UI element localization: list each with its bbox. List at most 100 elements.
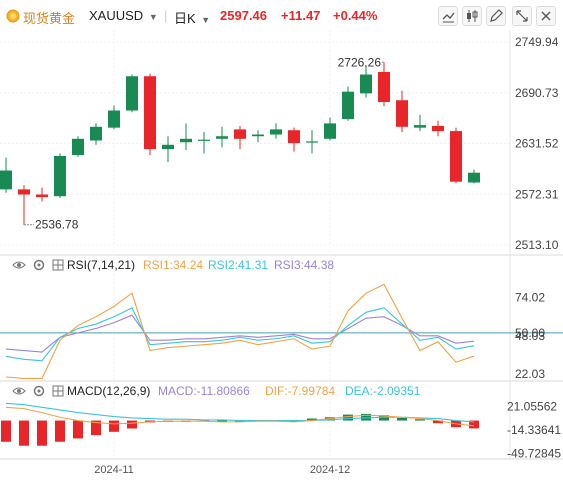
candle-body bbox=[162, 144, 174, 150]
macd-histogram-bar bbox=[217, 420, 227, 422]
high-annotation: 2726.26 bbox=[338, 55, 382, 69]
macd-histogram-bar bbox=[343, 414, 353, 421]
candle-body bbox=[414, 125, 426, 128]
price-change-percent: +0.44% bbox=[333, 8, 378, 23]
macd-histogram-bar bbox=[109, 420, 119, 432]
macd-histogram-bar bbox=[433, 420, 443, 424]
candle-body bbox=[144, 76, 156, 150]
macd-histogram-bar bbox=[397, 417, 407, 421]
rsi-tick-label: 48.03 bbox=[515, 329, 545, 343]
price-tick-label: 2690.73 bbox=[515, 86, 559, 100]
eye-icon[interactable] bbox=[12, 385, 26, 400]
time-tick-label: 2024-11 bbox=[94, 464, 134, 476]
edit-button[interactable] bbox=[486, 6, 506, 26]
dif-value: DIF:-7.99784 bbox=[265, 384, 336, 398]
candle-body bbox=[216, 136, 228, 139]
candle-body bbox=[432, 125, 444, 132]
macd-histogram-bar bbox=[73, 420, 83, 439]
candle-body bbox=[54, 155, 66, 197]
rsi3-value: RSI3:44.38 bbox=[274, 258, 335, 272]
macd-histogram-bar bbox=[289, 420, 299, 422]
candle-body bbox=[378, 71, 390, 102]
price-change: +11.47 bbox=[281, 8, 321, 23]
candle-body bbox=[72, 138, 84, 156]
macd-histogram-bar bbox=[469, 420, 479, 429]
draw-line-button[interactable] bbox=[438, 6, 458, 26]
macd-tick-label: -14.33641 bbox=[507, 423, 561, 437]
price-tick-label: 2572.31 bbox=[515, 187, 559, 201]
macd-histogram-bar bbox=[379, 415, 389, 421]
settings-icon[interactable] bbox=[33, 385, 45, 400]
pencil-icon bbox=[490, 9, 503, 22]
rsi1-line bbox=[5, 283, 475, 380]
divider: | bbox=[164, 8, 168, 23]
rsi-tick-label: 22.03 bbox=[515, 367, 545, 381]
candle-body bbox=[0, 170, 12, 190]
candle-body bbox=[306, 141, 318, 143]
gold-coin-icon bbox=[6, 9, 20, 26]
macd-histogram-bar bbox=[91, 420, 101, 436]
chevron-down-icon: ▼ bbox=[148, 12, 158, 22]
rsi-tick-label: 74.02 bbox=[515, 291, 545, 305]
macd-histogram-bar bbox=[127, 420, 137, 429]
candle-body bbox=[198, 139, 210, 141]
settings-icon[interactable] bbox=[33, 259, 45, 274]
candle-body bbox=[36, 194, 48, 198]
candle-body bbox=[108, 110, 120, 128]
rsi2-line bbox=[5, 307, 475, 362]
macd-histogram-bar bbox=[1, 420, 11, 442]
indicator-toggle-icon[interactable] bbox=[52, 259, 64, 274]
rsi3-line bbox=[5, 314, 475, 353]
macd-tick-label: -49.72845 bbox=[507, 446, 561, 460]
candle-body bbox=[450, 131, 462, 182]
close-button[interactable] bbox=[536, 6, 556, 26]
fullscreen-button[interactable] bbox=[512, 6, 532, 26]
rsi-title: RSI(7,14,21) bbox=[67, 258, 136, 272]
symbol-selector[interactable]: XAUUSD ▼ bbox=[89, 8, 158, 23]
indicator-toggle-icon[interactable] bbox=[52, 385, 64, 400]
price-tick-label: 2513.10 bbox=[515, 238, 559, 252]
candle-body bbox=[288, 130, 300, 144]
symbol-label: XAUUSD bbox=[89, 8, 144, 23]
candle-body bbox=[342, 91, 354, 120]
price-tick-label: 2749.94 bbox=[515, 35, 559, 49]
close-icon bbox=[541, 11, 551, 21]
indicator-button[interactable] bbox=[462, 6, 482, 26]
candle-body bbox=[234, 129, 246, 139]
macd-value: MACD:-11.80866 bbox=[158, 384, 250, 398]
rsi1-value: RSI1:34.24 bbox=[143, 258, 204, 272]
period-label: 日K bbox=[174, 11, 196, 26]
instrument-name: 现货黄金 bbox=[23, 11, 76, 26]
rsi-tick-label: 50.00 bbox=[515, 326, 545, 340]
candlestick-icon bbox=[467, 10, 478, 22]
candle-body bbox=[90, 126, 102, 141]
time-tick-label: 2024-12 bbox=[310, 464, 350, 476]
candle-body bbox=[180, 138, 192, 143]
dea-value: DEA:-2.09351 bbox=[345, 384, 421, 398]
candle-body bbox=[360, 74, 372, 94]
price-tick-label: 2631.52 bbox=[515, 137, 559, 151]
candle-body bbox=[324, 123, 336, 139]
chevron-down-icon: ▼ bbox=[201, 15, 211, 25]
period-selector[interactable]: 日K ▼ bbox=[174, 8, 210, 27]
expand-icon bbox=[516, 10, 528, 22]
macd-histogram-bar bbox=[415, 419, 425, 421]
candle-body bbox=[252, 134, 264, 137]
dif-line bbox=[5, 406, 475, 427]
candle-body bbox=[468, 172, 480, 183]
rsi2-value: RSI2:41.31 bbox=[208, 258, 269, 272]
chart-header: 现货黄金 XAUUSD ▼ | 日K ▼ 2597.46 +11.47 +0.4… bbox=[0, 0, 563, 30]
macd-tick-label: 21.05562 bbox=[507, 400, 557, 414]
candle-body bbox=[18, 189, 30, 195]
candle-body bbox=[126, 76, 138, 111]
draw-line-icon bbox=[442, 12, 455, 23]
rsi-legend: RSI(7,14,21) RSI1:34.24 RSI2:41.31 RSI3:… bbox=[0, 258, 563, 276]
candle-body bbox=[396, 100, 408, 127]
macd-histogram-bar bbox=[37, 420, 47, 446]
macd-histogram-bar bbox=[55, 420, 65, 442]
macd-title: MACD(12,26,9) bbox=[67, 384, 151, 398]
last-price: 2597.46 bbox=[220, 8, 267, 23]
macd-histogram-bar bbox=[19, 420, 29, 446]
eye-icon[interactable] bbox=[12, 259, 26, 274]
